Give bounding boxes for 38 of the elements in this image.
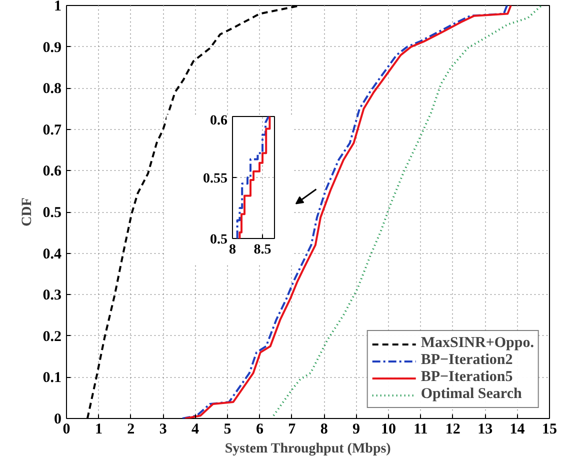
x-tick-label: 3 bbox=[159, 422, 167, 438]
x-tick-label: 8 bbox=[320, 422, 328, 438]
x-tick-label: 6 bbox=[256, 422, 264, 438]
y-axis-title: CDF bbox=[20, 198, 35, 226]
x-tick-label: 8.5 bbox=[254, 242, 272, 258]
y-tick-label: 1 bbox=[54, 0, 62, 14]
x-tick-label: 15 bbox=[542, 422, 557, 438]
y-tick-label: 0.5 bbox=[210, 232, 228, 248]
y-tick-label: 0.6 bbox=[42, 164, 62, 180]
x-tick-label: 5 bbox=[224, 422, 232, 438]
x-tick-label: 2 bbox=[127, 422, 135, 438]
y-tick-label: 0.55 bbox=[203, 172, 228, 186]
legend-label: BP−Iteration2 bbox=[420, 352, 513, 369]
y-tick-label: 0.6 bbox=[210, 114, 228, 128]
x-axis-title: System Throughput (Mbps) bbox=[224, 442, 392, 456]
x-tick-label: 11 bbox=[414, 422, 428, 438]
legend-label: MaxSINR+Oppo. bbox=[420, 335, 534, 352]
y-tick-label: 0.2 bbox=[42, 328, 62, 345]
x-tick-label: 9 bbox=[352, 422, 360, 438]
y-tick-label: 0.5 bbox=[42, 205, 62, 221]
x-tick-label: 10 bbox=[381, 422, 396, 438]
x-tick-label: 12 bbox=[445, 422, 460, 438]
y-tick-label: 0.8 bbox=[42, 81, 62, 98]
line-series bbox=[272, 6, 542, 417]
x-tick-label: 8 bbox=[229, 242, 236, 258]
y-tick-label: 0.1 bbox=[42, 370, 62, 386]
y-tick-label: 0 bbox=[54, 412, 62, 428]
x-tick-label: 1 bbox=[94, 422, 102, 438]
x-tick-label: 4 bbox=[192, 422, 200, 438]
legend-label: BP−Iteration5 bbox=[420, 369, 513, 386]
legend-label: Optimal Search bbox=[420, 386, 522, 403]
x-tick-label: 13 bbox=[478, 422, 493, 438]
y-tick-label: 0.9 bbox=[42, 40, 62, 56]
x-tick-label: 7 bbox=[288, 422, 296, 438]
y-tick-label: 0.7 bbox=[42, 122, 62, 138]
y-tick-label: 0.3 bbox=[42, 288, 62, 304]
x-tick-label: 14 bbox=[510, 422, 526, 438]
y-tick-label: 0.4 bbox=[42, 246, 62, 262]
